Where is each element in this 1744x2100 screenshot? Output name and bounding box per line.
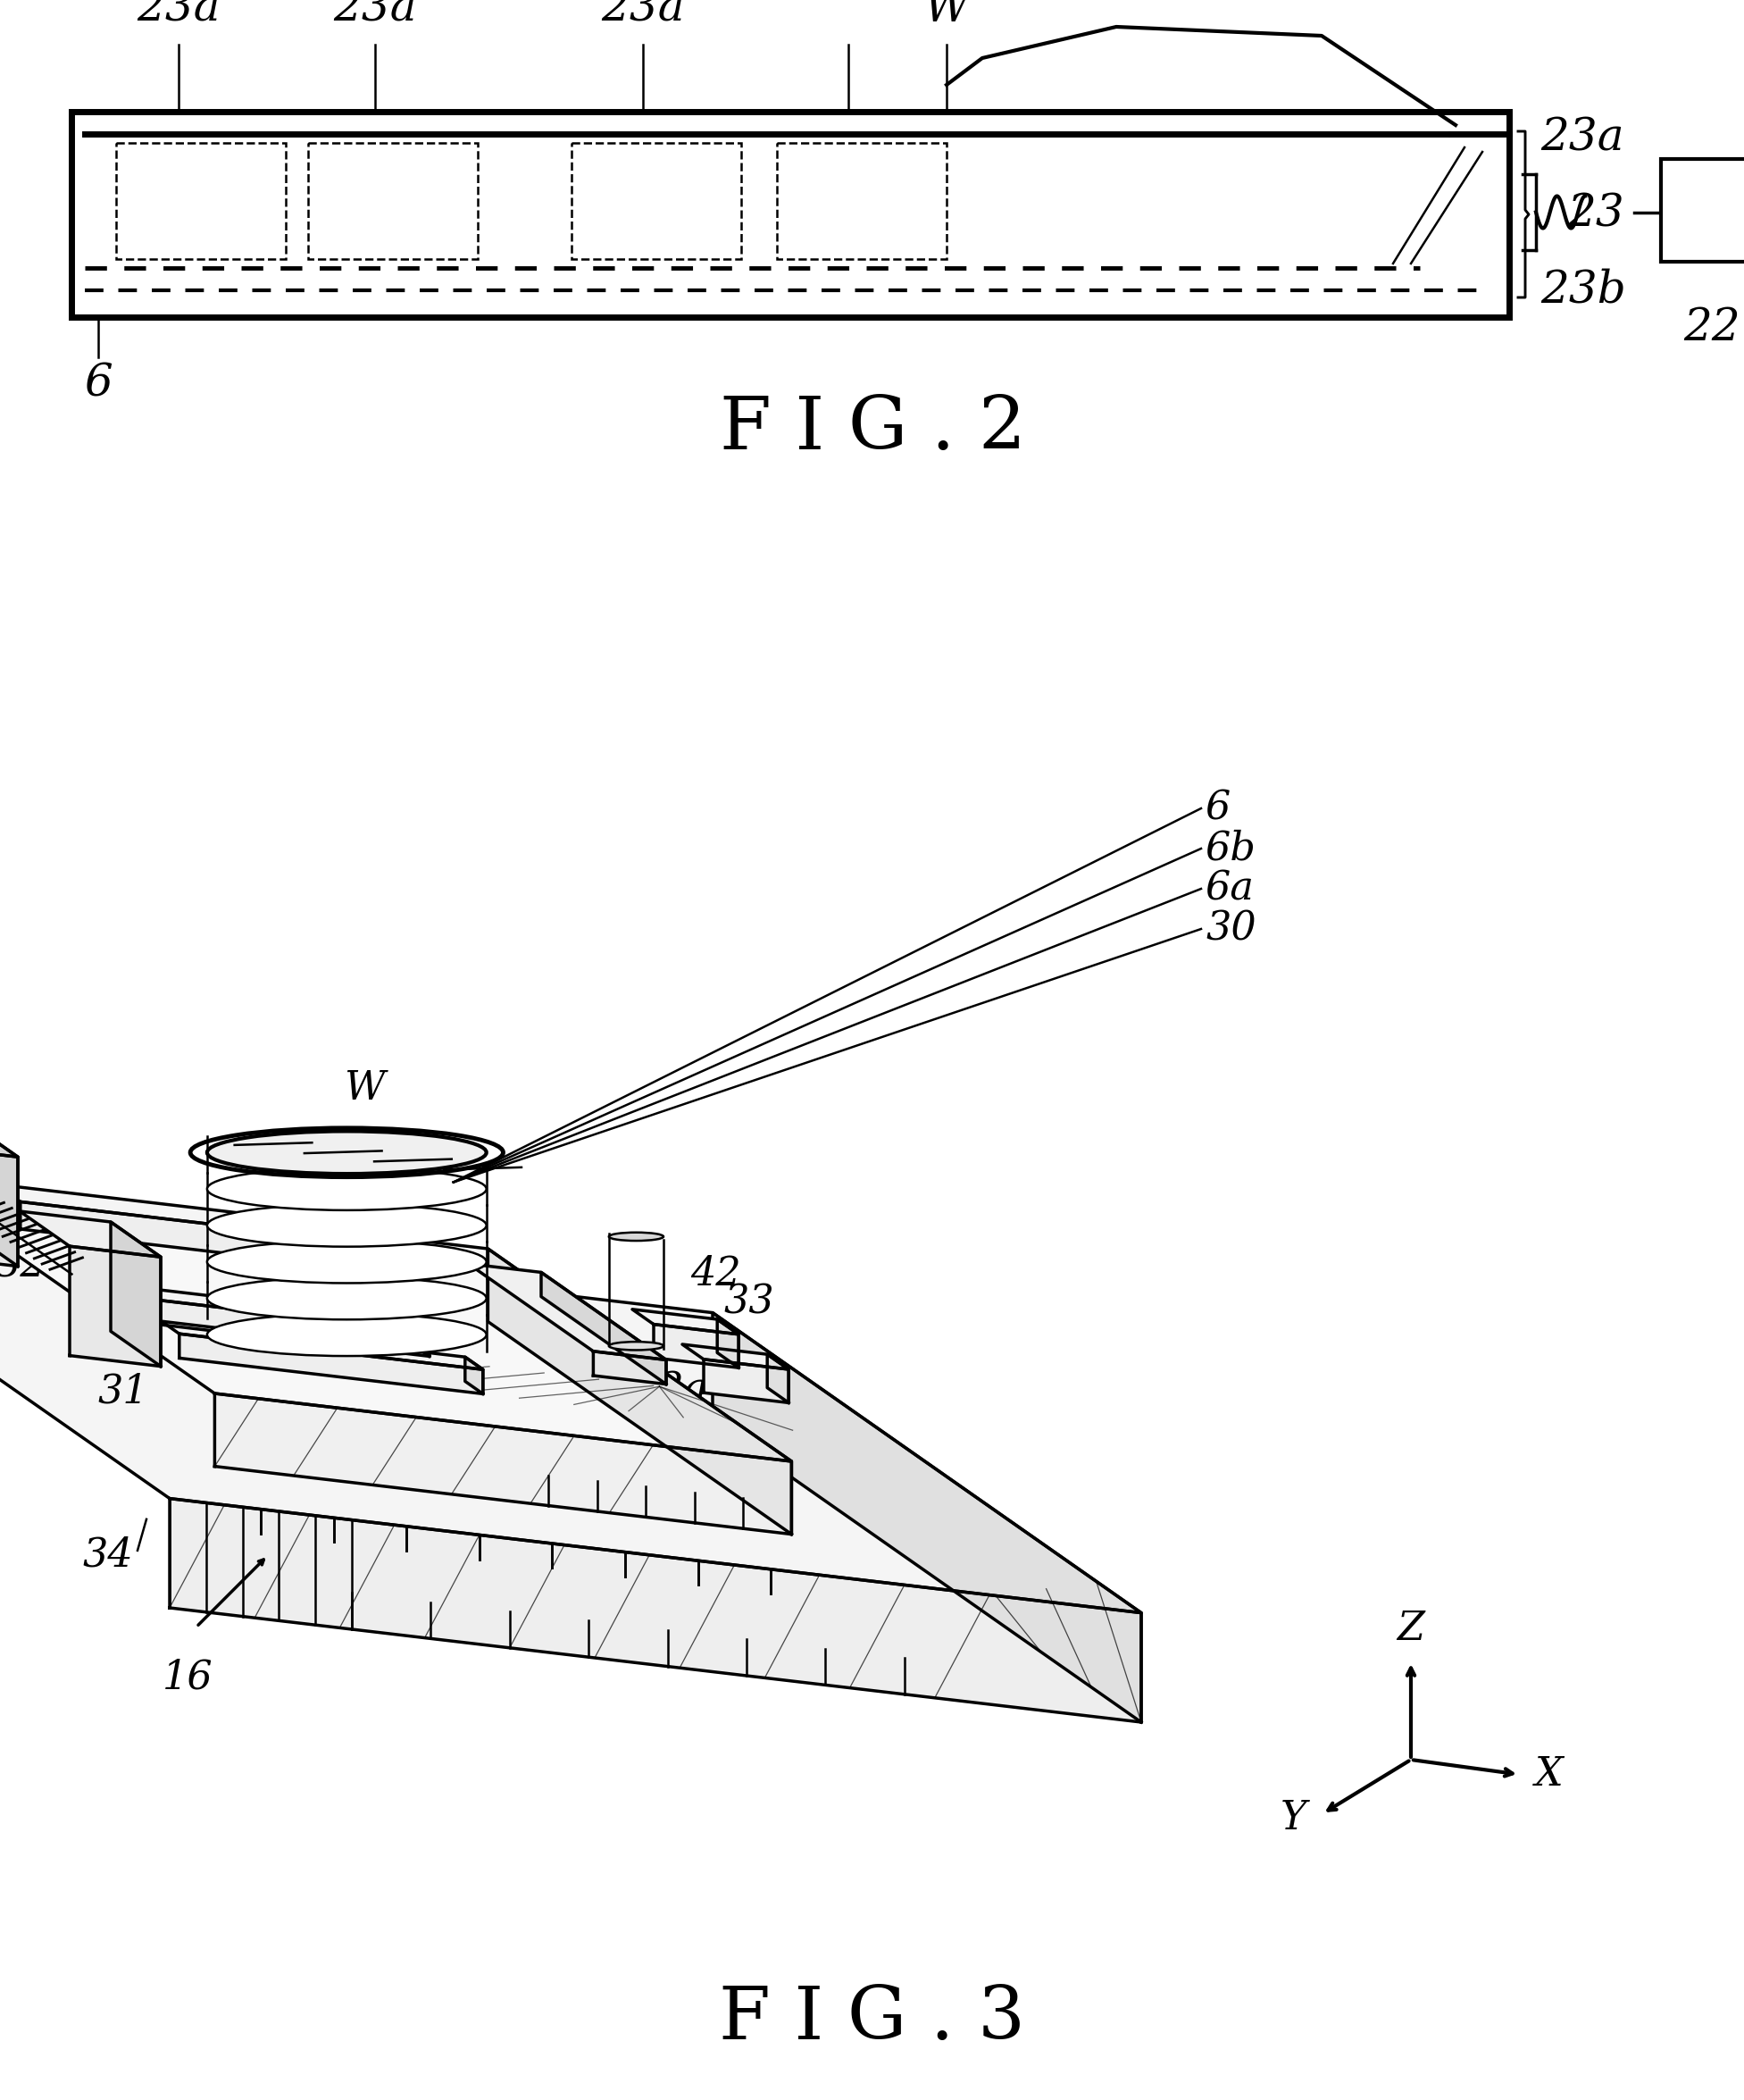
Polygon shape <box>0 1147 17 1266</box>
Text: 23a: 23a <box>136 0 220 32</box>
Text: 41(41a): 41(41a) <box>0 1220 52 1260</box>
Polygon shape <box>108 1283 429 1331</box>
Ellipse shape <box>609 1342 663 1350</box>
Text: 23a: 23a <box>333 0 417 32</box>
Polygon shape <box>19 1212 160 1258</box>
Polygon shape <box>0 1184 354 1241</box>
Text: 32: 32 <box>0 1245 45 1285</box>
Bar <box>117 143 286 258</box>
Text: W: W <box>924 0 970 32</box>
Polygon shape <box>126 1296 429 1357</box>
Text: F I G . 3: F I G . 3 <box>719 1982 1025 2054</box>
Polygon shape <box>0 1180 792 1462</box>
Polygon shape <box>21 1201 354 1268</box>
Text: 6a: 6a <box>1205 869 1254 907</box>
Text: 30: 30 <box>1205 909 1256 949</box>
Polygon shape <box>717 1319 739 1367</box>
Text: X: X <box>1535 1756 1563 1793</box>
Text: 6: 6 <box>85 361 113 405</box>
Text: 23b: 23b <box>1540 269 1625 313</box>
Text: W: W <box>344 1069 385 1109</box>
Ellipse shape <box>208 1203 487 1247</box>
Text: 22: 22 <box>1685 307 1741 351</box>
Polygon shape <box>0 1121 17 1266</box>
Polygon shape <box>713 1312 1141 1722</box>
Polygon shape <box>330 1224 354 1268</box>
Ellipse shape <box>208 1168 487 1210</box>
Polygon shape <box>593 1350 666 1384</box>
Ellipse shape <box>609 1233 663 1241</box>
Ellipse shape <box>208 1277 487 1319</box>
Bar <box>572 143 741 258</box>
Polygon shape <box>767 1354 788 1403</box>
Text: 23a: 23a <box>602 0 685 32</box>
Ellipse shape <box>208 1312 487 1357</box>
Polygon shape <box>180 1334 483 1394</box>
Polygon shape <box>488 1250 792 1535</box>
Polygon shape <box>412 1319 429 1357</box>
Text: 31: 31 <box>262 1247 312 1285</box>
Text: 6: 6 <box>1205 790 1231 827</box>
Text: 42a: 42a <box>633 1369 708 1409</box>
Text: 34: 34 <box>82 1535 133 1575</box>
Text: 33: 33 <box>152 1250 202 1289</box>
Polygon shape <box>469 1264 666 1361</box>
Text: 41b: 41b <box>91 1214 167 1252</box>
Text: 23a: 23a <box>1540 116 1624 160</box>
Bar <box>309 143 478 258</box>
Polygon shape <box>682 1344 788 1369</box>
Bar <box>776 143 947 258</box>
Text: 42b: 42b <box>511 1300 586 1338</box>
Text: Z: Z <box>1397 1609 1425 1648</box>
Text: 6b: 6b <box>1205 830 1256 867</box>
Polygon shape <box>215 1394 792 1535</box>
Polygon shape <box>633 1308 739 1334</box>
Polygon shape <box>70 1245 160 1367</box>
Polygon shape <box>541 1273 666 1384</box>
Polygon shape <box>110 1222 160 1367</box>
Bar <box>72 111 1509 317</box>
Text: Y: Y <box>1280 1800 1306 1838</box>
Text: 31: 31 <box>98 1373 148 1411</box>
Text: 16: 16 <box>162 1659 213 1697</box>
Polygon shape <box>169 1499 1141 1722</box>
Text: 33: 33 <box>724 1283 774 1321</box>
Polygon shape <box>703 1359 788 1403</box>
Text: 23: 23 <box>1568 193 1624 237</box>
Ellipse shape <box>208 1132 487 1174</box>
Ellipse shape <box>208 1241 487 1283</box>
Polygon shape <box>162 1321 483 1369</box>
Bar <box>1660 158 1744 260</box>
Polygon shape <box>654 1325 739 1367</box>
Text: F I G . 2: F I G . 2 <box>719 393 1025 464</box>
Polygon shape <box>0 1111 17 1157</box>
Polygon shape <box>0 1199 1141 1613</box>
Text: 42: 42 <box>691 1254 741 1294</box>
Polygon shape <box>466 1357 483 1394</box>
